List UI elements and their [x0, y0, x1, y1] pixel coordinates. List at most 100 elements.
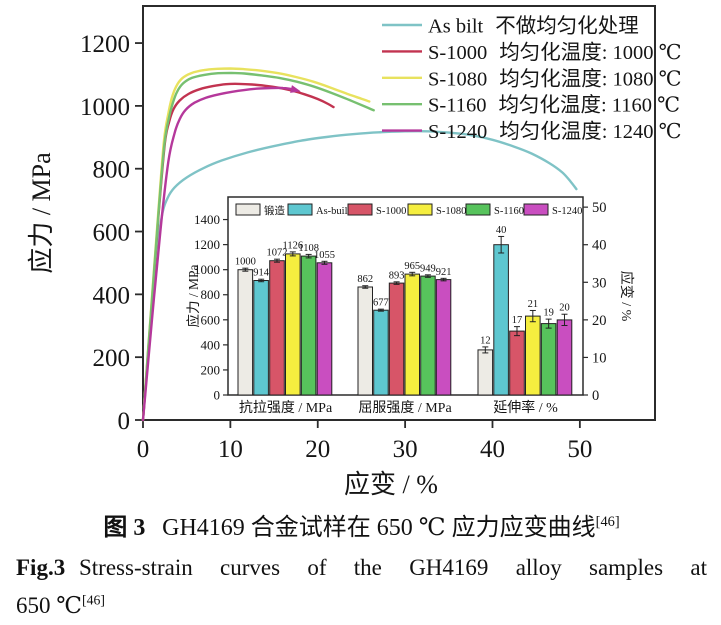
inset-left-tick-label: 0 — [214, 388, 221, 403]
caption-english-line2: 650 ℃[46] — [16, 589, 707, 623]
bar-value-label: 893 — [389, 270, 405, 281]
inset-legend-label: S-1160 — [494, 206, 524, 217]
bar-S-1080 — [525, 315, 541, 396]
bar-value-label: 921 — [436, 267, 452, 278]
figure-caption: 图 3 GH4169 合金试样在 650 ℃ 应力应变曲线[46] Fig.3 St… — [0, 505, 721, 623]
inset-category-label: 抗拉强度 / MPa — [239, 400, 333, 416]
inset-legend-label: S-1000 — [376, 206, 406, 217]
inset-right-tick-label: 20 — [592, 313, 607, 329]
bar-value-label: 1072 — [266, 248, 287, 259]
bar-As-built — [253, 280, 269, 396]
inset-left-tick-label: 800 — [201, 287, 221, 302]
y-tick-label: 800 — [93, 157, 131, 184]
caption-english-line1: Fig.3 Stress-strain curves of the GH4169 … — [16, 551, 707, 585]
x-tick-label: 50 — [567, 436, 592, 463]
inset-category-label: 延伸率 / % — [493, 399, 558, 416]
bar-value-label: 1126 — [283, 240, 304, 251]
curve-S-1160 — [141, 71, 375, 422]
legend-label: S-1240 均匀化温度: 1240 ℃ — [428, 120, 682, 143]
inset-legend-label: S-1240 — [552, 206, 582, 217]
inset-left-tick-label: 600 — [201, 312, 221, 327]
inset-left-tick-label: 1400 — [194, 212, 220, 227]
legend-label: S-1160 均匀化温度: 1160 ℃ — [428, 94, 680, 117]
bar-S-1000 — [388, 282, 405, 396]
y-axis-title: 应力 / MPa — [27, 152, 56, 274]
chart-area: 0 10 20 30 40 50 0 200 400 600 800 1000 1200 应变 / % 应力… — [27, 5, 682, 499]
bar-value-label: 1000 — [235, 257, 256, 268]
inset-legend-label: S-1080 — [436, 206, 466, 217]
y-tick-label: 200 — [93, 345, 131, 372]
x-axis-title: 应变 / % — [344, 470, 438, 499]
inset-left-tick-label: 200 — [201, 362, 221, 377]
bar-锻造 — [357, 286, 373, 396]
caption-cn-ref: [46] — [595, 514, 620, 530]
bar-S-1080 — [404, 273, 420, 396]
y-tick-label: 600 — [93, 220, 131, 247]
bar-S-1240 — [556, 319, 573, 396]
caption-cn-label: 图 3 — [103, 515, 146, 541]
inset-right-tick-label: 50 — [592, 200, 607, 216]
x-tick-label: 0 — [137, 436, 150, 463]
legend-label: S-1080 均匀化温度: 1080 ℃ — [428, 67, 682, 90]
x-tick-label: 20 — [305, 436, 330, 463]
caption-en-label: Fig.3 — [16, 555, 66, 580]
y-tick-label: 0 — [118, 408, 131, 435]
inset-legend-swatch — [347, 203, 373, 216]
bar-锻造 — [237, 269, 254, 396]
bar-S-1000 — [269, 260, 285, 396]
caption-en-ref: [46] — [81, 592, 105, 608]
inset-right-axis-title: 应变 / % — [618, 271, 635, 322]
bar-value-label: 949 — [420, 263, 436, 274]
inset-legend-label: 锻造 — [264, 204, 285, 217]
bar-value-label: 965 — [404, 261, 420, 272]
bar-value-label: 914 — [253, 268, 270, 279]
bar-S-1160 — [300, 255, 317, 396]
inset-legend-swatch — [235, 203, 261, 216]
inset-legend-label: As-built — [316, 206, 351, 217]
inset-bar-chart: 0 200 400 600 800 1000 1200 1400 0 10 20 30 40 50 应力 /… — [185, 196, 635, 416]
caption-en-line2: 650 ℃ — [16, 593, 82, 618]
y-tick-label: 1200 — [80, 31, 130, 58]
inset-right-tick-label: 40 — [592, 238, 607, 254]
bar-S-1080 — [285, 253, 301, 396]
inset-right-tick-label: 10 — [592, 350, 607, 366]
x-tick-label: 40 — [480, 436, 505, 463]
inset-legend-swatch — [465, 203, 491, 216]
curve-As bilt — [141, 129, 578, 422]
bar-S-1160 — [540, 323, 557, 396]
bar-As-built — [493, 244, 509, 396]
inset-left-tick-label: 1000 — [194, 262, 220, 277]
x-tick-label: 10 — [218, 436, 243, 463]
bar-S-1000 — [509, 330, 525, 396]
legend-label: As bilt 不做均匀化处理 — [428, 15, 639, 38]
bar-value-label: 17 — [512, 315, 523, 326]
bar-value-label: 19 — [543, 308, 554, 319]
bar-S-1240 — [435, 279, 452, 396]
bar-锻造 — [477, 349, 494, 396]
bar-value-label: 1055 — [314, 250, 335, 261]
fracture-arrow-marker — [290, 85, 301, 93]
inset-right-tick-label: 0 — [592, 388, 599, 404]
bar-value-label: 40 — [496, 225, 507, 236]
bar-value-label: 12 — [480, 335, 491, 346]
inset-left-tick-label: 400 — [201, 337, 221, 352]
bar-value-label: 862 — [357, 274, 373, 285]
inset-left-axis-title: 应力 / MPa — [185, 264, 201, 327]
inset-legend-swatch — [523, 203, 549, 216]
bar-value-label: 1108 — [298, 243, 319, 254]
y-tick-label: 1000 — [80, 94, 130, 121]
bar-S-1240 — [316, 262, 333, 396]
bar-value-label: 677 — [373, 298, 389, 309]
y-tick-label: 400 — [93, 282, 131, 309]
bar-As-built — [373, 309, 389, 396]
inset-legend-swatch — [407, 203, 433, 216]
inset-legend-swatch — [287, 203, 313, 216]
curves — [141, 67, 578, 422]
legend-label: S-1000 均匀化温度: 1000 ℃ — [428, 41, 682, 64]
caption-en-text: Stress-strain curves of the GH4169 alloy… — [79, 555, 707, 580]
inset-right-tick-label: 30 — [592, 275, 607, 291]
inset-category-label: 屈服强度 / MPa — [358, 400, 452, 416]
